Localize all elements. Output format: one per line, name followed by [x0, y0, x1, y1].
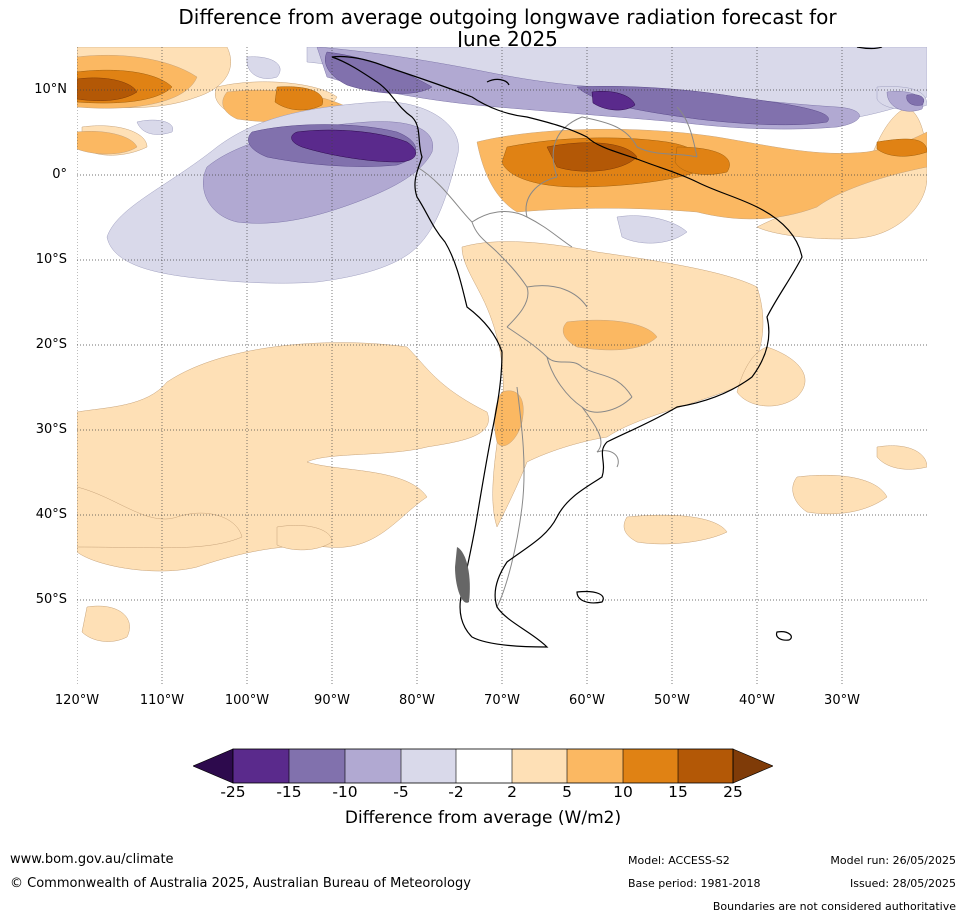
colorbar-tick: -2 — [448, 783, 464, 801]
map-title-line2: June 2025 — [457, 27, 558, 51]
lon-label-50w: 50°W — [654, 693, 690, 708]
colorbar-tick: 5 — [562, 783, 572, 801]
colorbar-swatch-5 — [456, 749, 512, 783]
lon-label-40w: 40°W — [739, 693, 775, 708]
lat-label-10s: 10°S — [35, 252, 67, 267]
footer-model: Model: ACCESS-S2 — [628, 854, 730, 867]
footer-issued: Issued: 28/05/2025 — [849, 877, 956, 890]
colorbar-extend-low — [193, 748, 234, 784]
footer-url: www.bom.gov.au/climate — [10, 852, 174, 867]
coastlines — [331, 47, 883, 648]
lon-label-30w: 30°W — [824, 693, 860, 708]
lon-label-100w: 100°W — [224, 693, 270, 708]
colorbar-tick: 10 — [613, 783, 633, 801]
footer-disclaimer: Boundaries are not considered authoritat… — [712, 900, 956, 913]
negative-anomaly-25-15 — [291, 91, 636, 163]
colorbar-tick: -5 — [393, 783, 409, 801]
map-graticule — [77, 47, 927, 685]
lat-label-0: 0° — [52, 167, 67, 182]
lon-label-70w: 70°W — [484, 693, 520, 708]
lat-label-20s: 20°S — [35, 337, 67, 352]
footer-copyright: © Commonwealth of Australia 2025, Austra… — [10, 876, 471, 891]
positive-anomaly-15-25 — [77, 77, 638, 172]
colorbar-label: Difference from average (W/m2) — [344, 808, 622, 828]
colorbar-tick: 15 — [668, 783, 688, 801]
footer-base-period: Base period: 1981-2018 — [628, 877, 761, 890]
lat-label-40s: 40°S — [35, 507, 67, 522]
lon-label-60w: 60°W — [569, 693, 605, 708]
lat-label-10n: 10°N — [34, 82, 67, 97]
colorbar-tick: -10 — [332, 783, 358, 801]
map-panel — [77, 47, 927, 685]
colorbar-swatch-7 — [567, 749, 623, 783]
colorbar-swatch-6 — [512, 749, 567, 783]
chile-archipelago — [455, 547, 470, 603]
colorbar-tick: 25 — [723, 783, 743, 801]
lon-label-90w: 90°W — [314, 693, 350, 708]
colorbar — [193, 748, 773, 784]
colorbar-swatch-9 — [678, 749, 733, 783]
colorbar-swatch-2 — [289, 749, 345, 783]
colorbar-swatch-4 — [401, 749, 456, 783]
map-canvas — [77, 47, 927, 685]
map-title-line1: Difference from average outgoing longwav… — [178, 5, 837, 29]
lat-label-30s: 30°S — [35, 422, 67, 437]
colorbar-swatch-1 — [233, 749, 289, 783]
lon-label-110w: 110°W — [139, 693, 185, 708]
colorbar-tick: -15 — [276, 783, 302, 801]
country-boundaries — [416, 106, 698, 608]
colorbar-swatch-3 — [345, 749, 401, 783]
colorbar-extend-high — [732, 748, 773, 784]
colorbar-tick: 2 — [507, 783, 517, 801]
footer-model-run: Model run: 26/05/2025 — [830, 854, 956, 867]
lon-label-120w: 120°W — [54, 693, 100, 708]
lon-label-80w: 80°W — [399, 693, 435, 708]
lat-label-50s: 50°S — [35, 592, 67, 607]
colorbar-swatch-8 — [623, 749, 678, 783]
colorbar-tick: -25 — [220, 783, 246, 801]
